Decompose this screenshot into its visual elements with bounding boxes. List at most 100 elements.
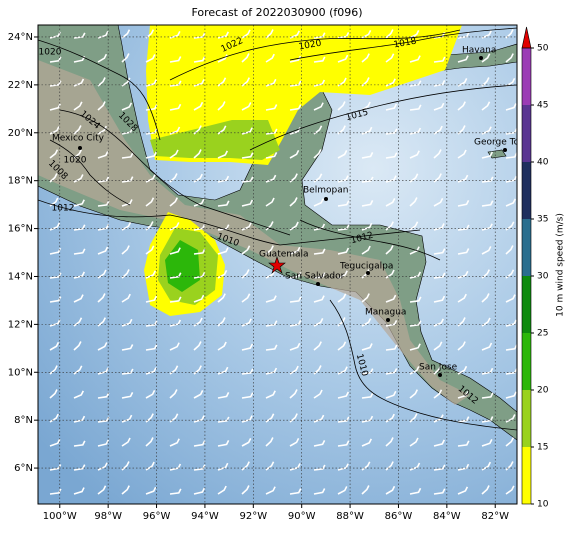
- wind-barb: [457, 32, 470, 39]
- wind-barb: [121, 344, 134, 351]
- colorbar-tick-label: 35: [537, 215, 548, 225]
- wind-barb: [97, 439, 110, 447]
- y-tick-label: 18°N: [8, 176, 33, 187]
- wind-barb: [289, 463, 301, 471]
- wind-barb: [361, 461, 371, 471]
- wind-barb: [433, 365, 442, 375]
- wind-barb: [121, 29, 131, 39]
- y-tick-label: 14°N: [8, 271, 33, 282]
- wind-barb: [73, 125, 82, 135]
- wind-barb: [385, 390, 397, 399]
- wind-barb: [121, 414, 133, 423]
- colorbar-segment: [522, 219, 531, 276]
- wind-barb: [145, 320, 158, 327]
- wind-barb: [121, 127, 134, 135]
- wind-swath: [150, 120, 280, 160]
- wind-barb: [265, 367, 278, 375]
- wind-barb: [97, 31, 109, 39]
- wind-barb: [289, 296, 302, 303]
- wind-barb: [169, 56, 182, 63]
- wind-barb: [361, 152, 374, 159]
- city-dot: [316, 282, 320, 286]
- wind-barb: [481, 246, 492, 255]
- wind-barb: [409, 343, 421, 351]
- wind-barb: [97, 485, 107, 495]
- wind-barb: [193, 487, 206, 495]
- wind-barb: [193, 464, 206, 471]
- wind-barb: [265, 197, 275, 207]
- colorbar-segment: [522, 390, 531, 447]
- y-tick-label: 6°N: [14, 463, 33, 474]
- wind-barb: [481, 293, 490, 303]
- wind-barb: [73, 174, 84, 183]
- isobar: [59, 109, 291, 236]
- wind-barb: [505, 175, 517, 183]
- wind-barb: [289, 197, 298, 207]
- wind-barb: [385, 245, 394, 255]
- wind-barb: [97, 342, 108, 351]
- wind-barb: [217, 77, 227, 87]
- wind-barb: [169, 103, 182, 111]
- wind-barb: [49, 365, 58, 375]
- x-tick-label: 100°W: [43, 511, 77, 522]
- wind-barb: [313, 414, 325, 423]
- isobar: [329, 299, 517, 431]
- wind-barb: [193, 248, 206, 255]
- wind-barb: [361, 77, 370, 87]
- wind-barb: [49, 272, 62, 279]
- wind-barb: [433, 464, 446, 471]
- colorbar-segment: [522, 333, 531, 390]
- wind-barb: [217, 317, 226, 327]
- wind-barb: [97, 246, 109, 255]
- wind-barb: [337, 175, 349, 183]
- wind-barb: [313, 439, 326, 447]
- wind-barb: [97, 317, 107, 327]
- wind-barb: [49, 319, 61, 327]
- wind-barb: [241, 392, 254, 399]
- wind-barb: [457, 440, 470, 447]
- wind-barb: [409, 30, 420, 39]
- wind-barb: [193, 294, 205, 303]
- wind-barb: [313, 248, 326, 255]
- wind-barb: [457, 341, 466, 351]
- colorbar-tick-label: 50: [537, 44, 549, 54]
- wind-barb: [49, 413, 59, 423]
- wind-barb: [217, 416, 230, 423]
- storm-star: [268, 256, 286, 274]
- wind-barb: [241, 269, 250, 279]
- wind-barb: [169, 488, 182, 495]
- wind-barb: [217, 31, 230, 39]
- wind-barb: [289, 149, 300, 159]
- wind-barb: [409, 104, 422, 111]
- wind-barb: [433, 149, 442, 159]
- wind-barb: [409, 80, 422, 87]
- wind-barb: [241, 293, 251, 303]
- wind-barb: [457, 174, 469, 183]
- wind-barb: [49, 296, 62, 303]
- colorbar-tick-label: 25: [537, 329, 548, 339]
- wind-barb: [385, 294, 397, 303]
- wind-barb: [217, 54, 228, 63]
- wind-barb: [241, 102, 252, 111]
- graticule: [38, 25, 517, 504]
- wind-barb: [241, 127, 253, 135]
- y-tick-label: 8°N: [14, 415, 33, 426]
- wind-barb: [433, 439, 446, 447]
- wind-barb: [409, 462, 421, 471]
- city-dot: [503, 148, 507, 152]
- wind-barb: [49, 149, 59, 159]
- wind-barb: [145, 197, 155, 207]
- wind-barb: [289, 272, 302, 279]
- isobar: [38, 39, 161, 141]
- wind-barb: [121, 53, 130, 63]
- mountains: [38, 60, 470, 405]
- wind-barb: [97, 176, 110, 183]
- wind-barb: [361, 293, 370, 303]
- city-dot: [324, 197, 328, 201]
- city-label: Tegucigalpa: [339, 262, 393, 272]
- contour-label: 1020: [298, 39, 323, 53]
- wind-barb: [217, 200, 230, 207]
- wind-barb: [49, 222, 61, 231]
- wind-barb: [289, 365, 299, 375]
- wind-barb: [481, 77, 490, 87]
